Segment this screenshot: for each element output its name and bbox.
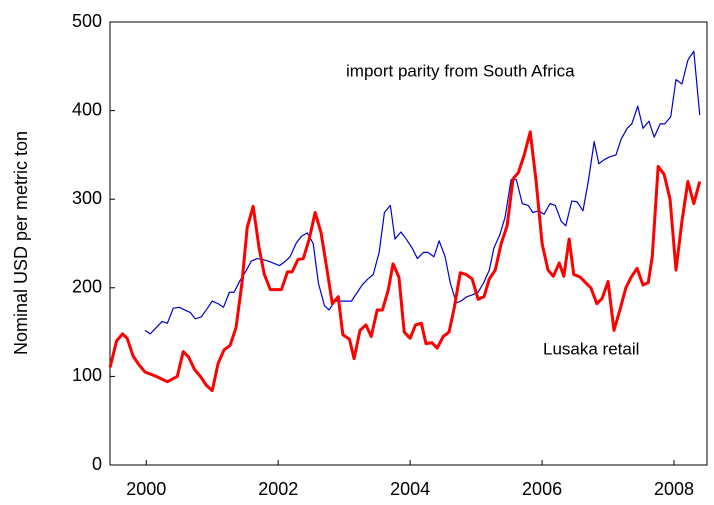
series-label: import parity from South Africa (346, 61, 575, 80)
x-tick-label: 2008 (654, 479, 694, 499)
plot-frame (109, 21, 708, 466)
y-tick-label: 300 (72, 188, 102, 208)
x-tick-label: 2002 (258, 479, 298, 499)
y-tick-label: 500 (72, 11, 102, 31)
y-axis-label: Nominal USD per metric ton (11, 131, 31, 355)
y-tick-label: 200 (72, 277, 102, 297)
y-tick-label: 100 (72, 365, 102, 385)
x-tick-label: 2006 (522, 479, 562, 499)
y-tick-label: 0 (92, 454, 102, 474)
series-line (144, 50, 701, 335)
series-label: Lusaka retail (543, 339, 639, 358)
y-tick-label: 400 (72, 99, 102, 119)
series-line (108, 130, 702, 393)
x-tick-label: 2004 (390, 479, 430, 499)
x-tick-label: 2000 (126, 479, 166, 499)
